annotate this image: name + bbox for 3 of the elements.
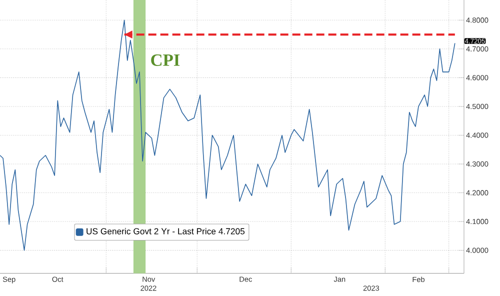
legend-label: US Generic Govt 2 Yr - Last Price 4.7205 (86, 228, 245, 234)
band-label: CPI (151, 54, 180, 66)
line-series (0, 20, 456, 251)
